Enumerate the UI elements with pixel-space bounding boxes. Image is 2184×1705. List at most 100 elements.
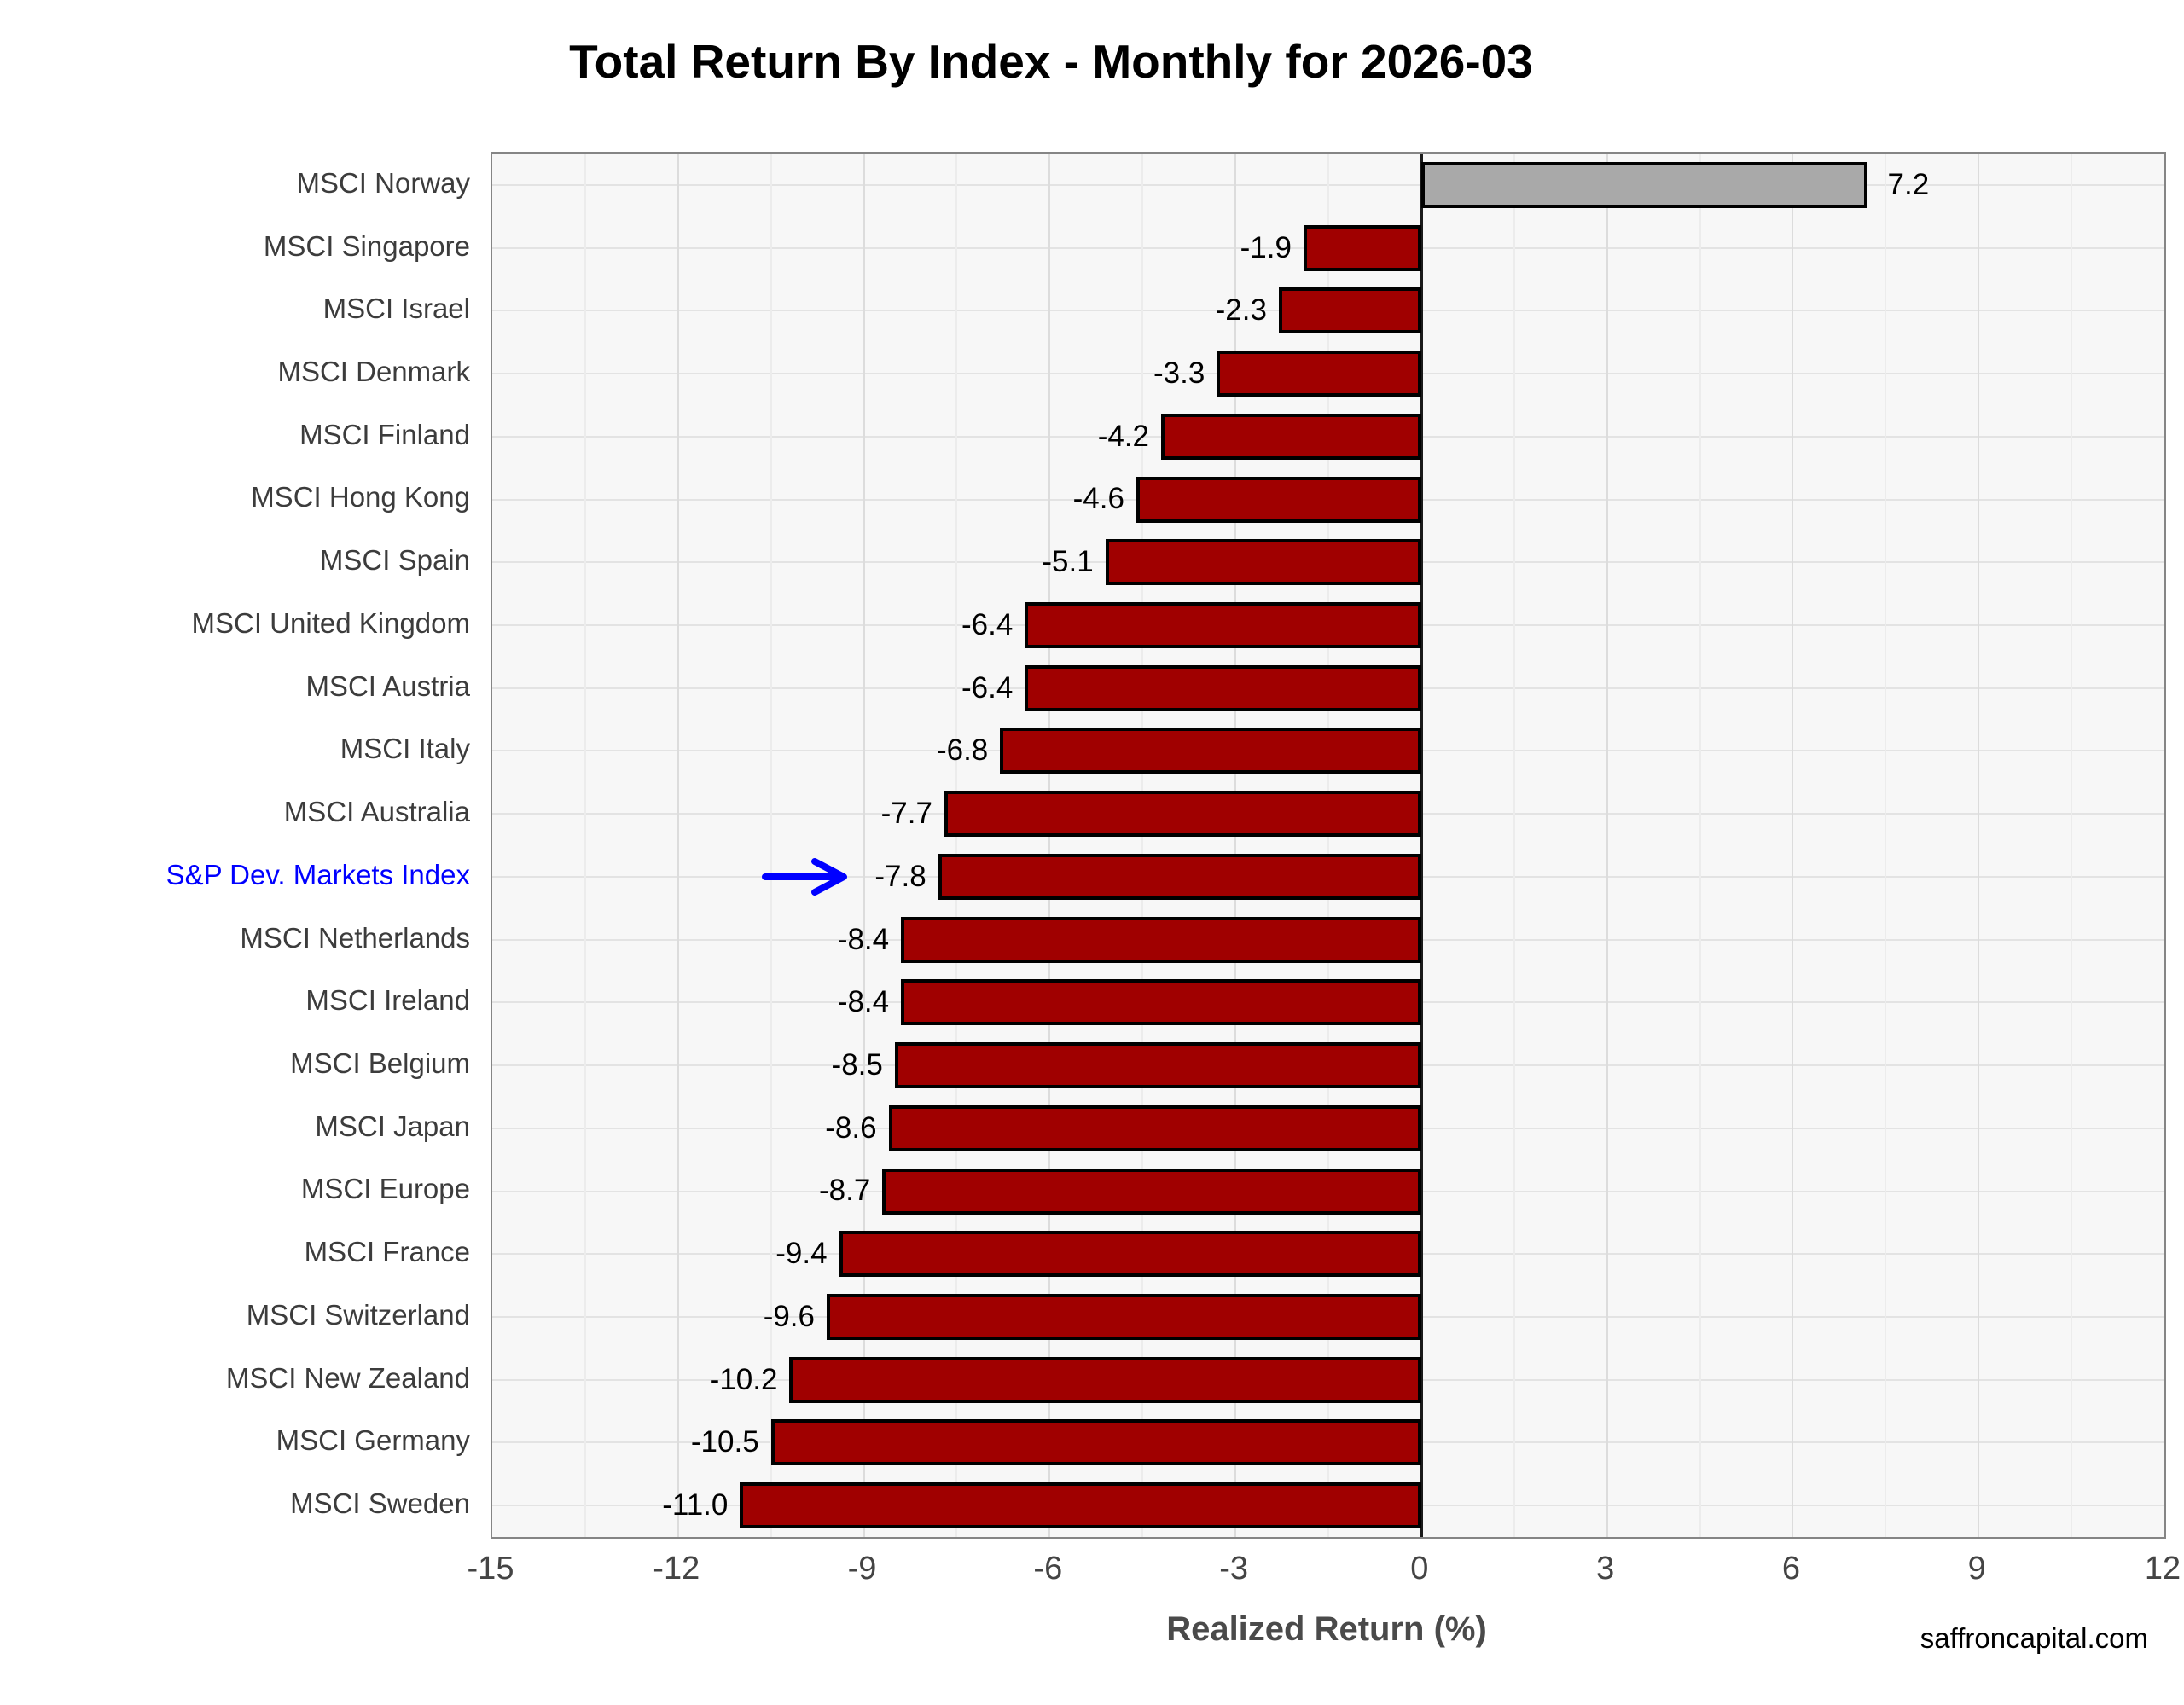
bar: [1025, 664, 1421, 711]
bar-value-label: -8.4: [599, 908, 889, 971]
gridline-major: [1978, 154, 1980, 1537]
bar-value-text: -3.3: [1153, 357, 1205, 391]
chart-title: Total Return By Index - Monthly for 2026…: [569, 35, 1533, 88]
gridline-major: [677, 154, 679, 1537]
y-axis-label: MSCI Spain: [319, 544, 470, 577]
bar-value-label: -8.5: [593, 1034, 883, 1097]
bar-value-text: -6.4: [961, 607, 1014, 641]
bar-value-label: -3.3: [915, 342, 1205, 405]
y-axis-label: MSCI Sweden: [290, 1488, 470, 1520]
bar-value-label: -4.2: [859, 405, 1149, 468]
gridline-minor: [956, 154, 958, 1537]
bar-value-label: -8.7: [580, 1160, 870, 1223]
gridline-minor: [2071, 154, 2073, 1537]
bar: [1420, 161, 1867, 208]
x-axis-title: Realized Return (%): [1166, 1610, 1487, 1648]
y-axis-label: MSCI Denmark: [277, 356, 470, 388]
y-axis-label: MSCI Finland: [299, 418, 470, 450]
x-axis-tick-label: -6: [1033, 1551, 1063, 1586]
x-axis-tick-label: -3: [1219, 1551, 1248, 1586]
bar-value-label: -10.2: [487, 1348, 778, 1412]
bar-value-label: -2.3: [977, 279, 1267, 342]
y-axis-label: MSCI France: [304, 1236, 470, 1268]
y-axis-label: MSCI Germany: [276, 1424, 470, 1457]
bar-value-text: -7.7: [880, 797, 932, 831]
y-axis-label: MSCI Ireland: [305, 984, 470, 1017]
bar: [740, 1482, 1421, 1529]
bar: [1105, 539, 1421, 586]
gridline-minor: [1885, 154, 1887, 1537]
bar: [839, 1231, 1421, 1278]
y-axis-label: MSCI Belgium: [290, 1047, 470, 1080]
gridline-major: [1792, 154, 1794, 1537]
bar-value-label: -9.4: [537, 1222, 828, 1285]
x-axis-tick-label: 3: [1596, 1551, 1615, 1586]
bar-value-text: -10.5: [690, 1425, 759, 1459]
bar-value-label: -10.5: [469, 1412, 759, 1475]
bar-value-text: -4.2: [1097, 419, 1149, 453]
gridline-major: [1048, 154, 1051, 1537]
y-axis-label: MSCI Italy: [340, 733, 470, 765]
bar-value-text: -8.4: [837, 985, 890, 1019]
bar: [789, 1356, 1421, 1403]
bar: [827, 1293, 1421, 1340]
y-axis-label: MSCI New Zealand: [225, 1361, 470, 1394]
gridline-major: [1234, 154, 1237, 1537]
gridline-minor: [770, 154, 772, 1537]
y-axis-label: MSCI Europe: [300, 1173, 470, 1205]
gridline-minor: [1141, 154, 1144, 1537]
bar: [882, 1168, 1421, 1215]
bar-value-label: -8.6: [587, 1097, 877, 1160]
bar-value-label: -6.8: [698, 720, 988, 783]
bar: [894, 1042, 1421, 1089]
bar-value-text: -8.4: [837, 922, 890, 956]
bar-value-label: -6.4: [723, 594, 1013, 657]
x-axis-tick-label: 12: [2144, 1551, 2181, 1586]
gridline-major: [1606, 154, 1608, 1537]
y-axis-label: MSCI Norway: [296, 166, 470, 199]
bar-value-text: -9.6: [763, 1299, 815, 1333]
bar: [901, 916, 1421, 963]
gridline-minor: [584, 154, 586, 1537]
bar-value-text: -10.2: [709, 1362, 778, 1396]
bar: [770, 1419, 1421, 1466]
x-axis-tick-label: 0: [1410, 1551, 1429, 1586]
bar-value-text: -8.6: [825, 1111, 877, 1145]
bar-value-label: -11.0: [438, 1474, 728, 1537]
zero-axis-line: [1420, 154, 1423, 1537]
bar: [938, 853, 1421, 900]
bar-value-text: 7.2: [1887, 167, 1930, 201]
bar-value-text: -1.9: [1240, 230, 1292, 264]
bar-value-label: -5.1: [804, 531, 1094, 594]
bar-value-label: 7.2: [1888, 154, 2178, 217]
bar: [1217, 351, 1421, 397]
bar: [1136, 476, 1421, 523]
bar: [1025, 601, 1421, 648]
y-axis-label: MSCI Australia: [283, 796, 470, 828]
bar-value-text: -5.1: [1042, 545, 1094, 579]
bar-value-text: -6.4: [961, 670, 1014, 705]
x-axis-tick-label: 9: [1967, 1551, 1986, 1586]
y-axis-label: MSCI United Kingdom: [191, 606, 470, 639]
y-axis-label: S&P Dev. Markets Index: [166, 858, 470, 890]
x-axis-tick-label: -9: [847, 1551, 877, 1586]
bar-value-label: -6.4: [723, 657, 1013, 720]
bar: [901, 979, 1421, 1026]
bar-value-text: -2.3: [1215, 293, 1267, 328]
x-axis-tick-label: 6: [1781, 1551, 1800, 1586]
bar-value-text: -9.4: [775, 1237, 828, 1271]
y-axis-label: MSCI Israel: [322, 293, 470, 325]
bar: [1161, 413, 1421, 460]
bar: [1278, 287, 1421, 334]
gridline-minor: [1513, 154, 1515, 1537]
gridline-minor: [1699, 154, 1701, 1537]
y-axis-label: MSCI Netherlands: [240, 921, 470, 954]
bar: [1000, 728, 1421, 774]
y-axis-label: MSCI Switzerland: [246, 1298, 470, 1331]
bar-value-label: -9.6: [525, 1285, 815, 1348]
bar-value-text: -8.5: [831, 1048, 883, 1082]
gridline-major: [863, 154, 865, 1537]
bar: [888, 1105, 1421, 1151]
bar: [944, 791, 1421, 838]
